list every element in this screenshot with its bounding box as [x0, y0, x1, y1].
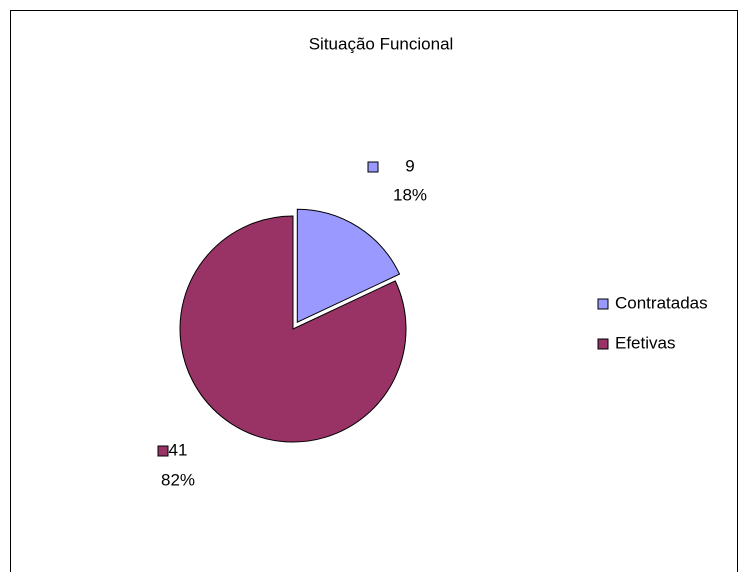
pie-slice — [179, 215, 407, 443]
legend-label: Efetivas — [615, 333, 675, 352]
label-swatch — [367, 161, 379, 173]
value-label: 41 — [169, 440, 188, 459]
value-label: 9 — [405, 156, 414, 175]
legend-label: Contratadas — [615, 293, 708, 312]
chart-title: Situação Funcional — [309, 34, 454, 53]
label-swatch — [157, 445, 169, 457]
legend-swatch — [597, 338, 609, 350]
percent-label: 18% — [393, 185, 427, 204]
legend-swatch — [597, 298, 609, 310]
percent-label: 82% — [161, 470, 195, 489]
pie-slice — [296, 208, 401, 324]
